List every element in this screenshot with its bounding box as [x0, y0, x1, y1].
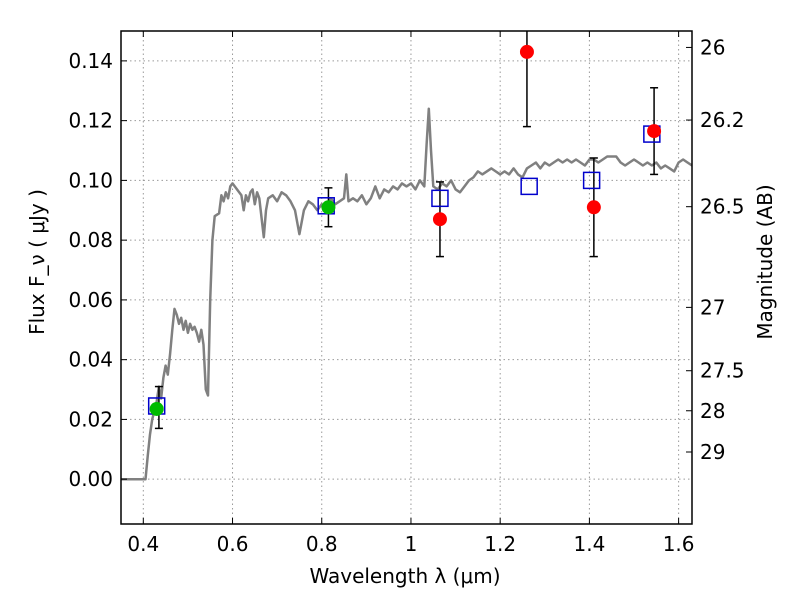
- y-axis-ticks: 0.00 0.02 0.04 0.06 0.08 0.10 0.12 0.14: [68, 49, 127, 491]
- right-tick-label: 27.5: [700, 359, 745, 383]
- y-tick-label: 0.06: [68, 288, 113, 312]
- plot-series: [121, 31, 692, 481]
- x-axis-label: Wavelength λ (μm): [309, 564, 500, 588]
- right-tick-label: 29: [700, 440, 725, 464]
- photometry-point-green: [149, 401, 164, 416]
- y-tick-label: 0.00: [68, 467, 113, 491]
- x-axis-ticks: 0.4 0.6 0.8 1 1.2 1.4 1.6: [127, 31, 695, 556]
- y-tick-label: 0.12: [68, 109, 113, 133]
- synthetic-photometry-square: [582, 171, 601, 190]
- y-axis-label-left: Flux F_ν ( μJy ): [25, 189, 49, 335]
- y-tick-label: 0.14: [68, 49, 113, 73]
- y-tick-label: 0.02: [68, 407, 113, 431]
- right-tick-label: 27: [700, 295, 725, 319]
- model-spectrum-line: [121, 107, 692, 481]
- right-tick-label: 26: [700, 35, 725, 59]
- x-tick-label: 1.4: [573, 532, 605, 556]
- right-tick-label: 28: [700, 399, 725, 423]
- photometry-point-red: [432, 212, 447, 227]
- x-tick-label: 1.6: [663, 532, 695, 556]
- y-axis-label-right: Magnitude (AB): [753, 184, 777, 339]
- x-tick-label: 1: [405, 532, 418, 556]
- x-tick-label: 0.6: [217, 532, 249, 556]
- y-tick-label: 0.04: [68, 348, 113, 372]
- synthetic-photometry-square: [431, 189, 449, 208]
- grid-lines: [121, 31, 692, 524]
- photometry-point-red: [519, 44, 534, 59]
- synthetic-photometry-square: [520, 177, 538, 196]
- x-tick-label: 0.4: [127, 532, 159, 556]
- x-tick-label: 1.2: [484, 532, 516, 556]
- y-tick-label: 0.10: [68, 168, 113, 192]
- y-tick-label: 0.08: [68, 228, 113, 252]
- right-tick-label: 26.5: [700, 195, 745, 219]
- plot-frame: [120, 30, 693, 525]
- photometry-point-red: [586, 200, 601, 215]
- x-tick-label: 0.8: [306, 532, 338, 556]
- series-group: [121, 31, 692, 481]
- photometry-point-red: [647, 124, 662, 139]
- right-tick-label: 26.2: [700, 108, 745, 132]
- right-axis-ticks: 26 26.2 26.5 27 27.5 28 29: [686, 35, 745, 464]
- photometry-point-green: [321, 200, 336, 215]
